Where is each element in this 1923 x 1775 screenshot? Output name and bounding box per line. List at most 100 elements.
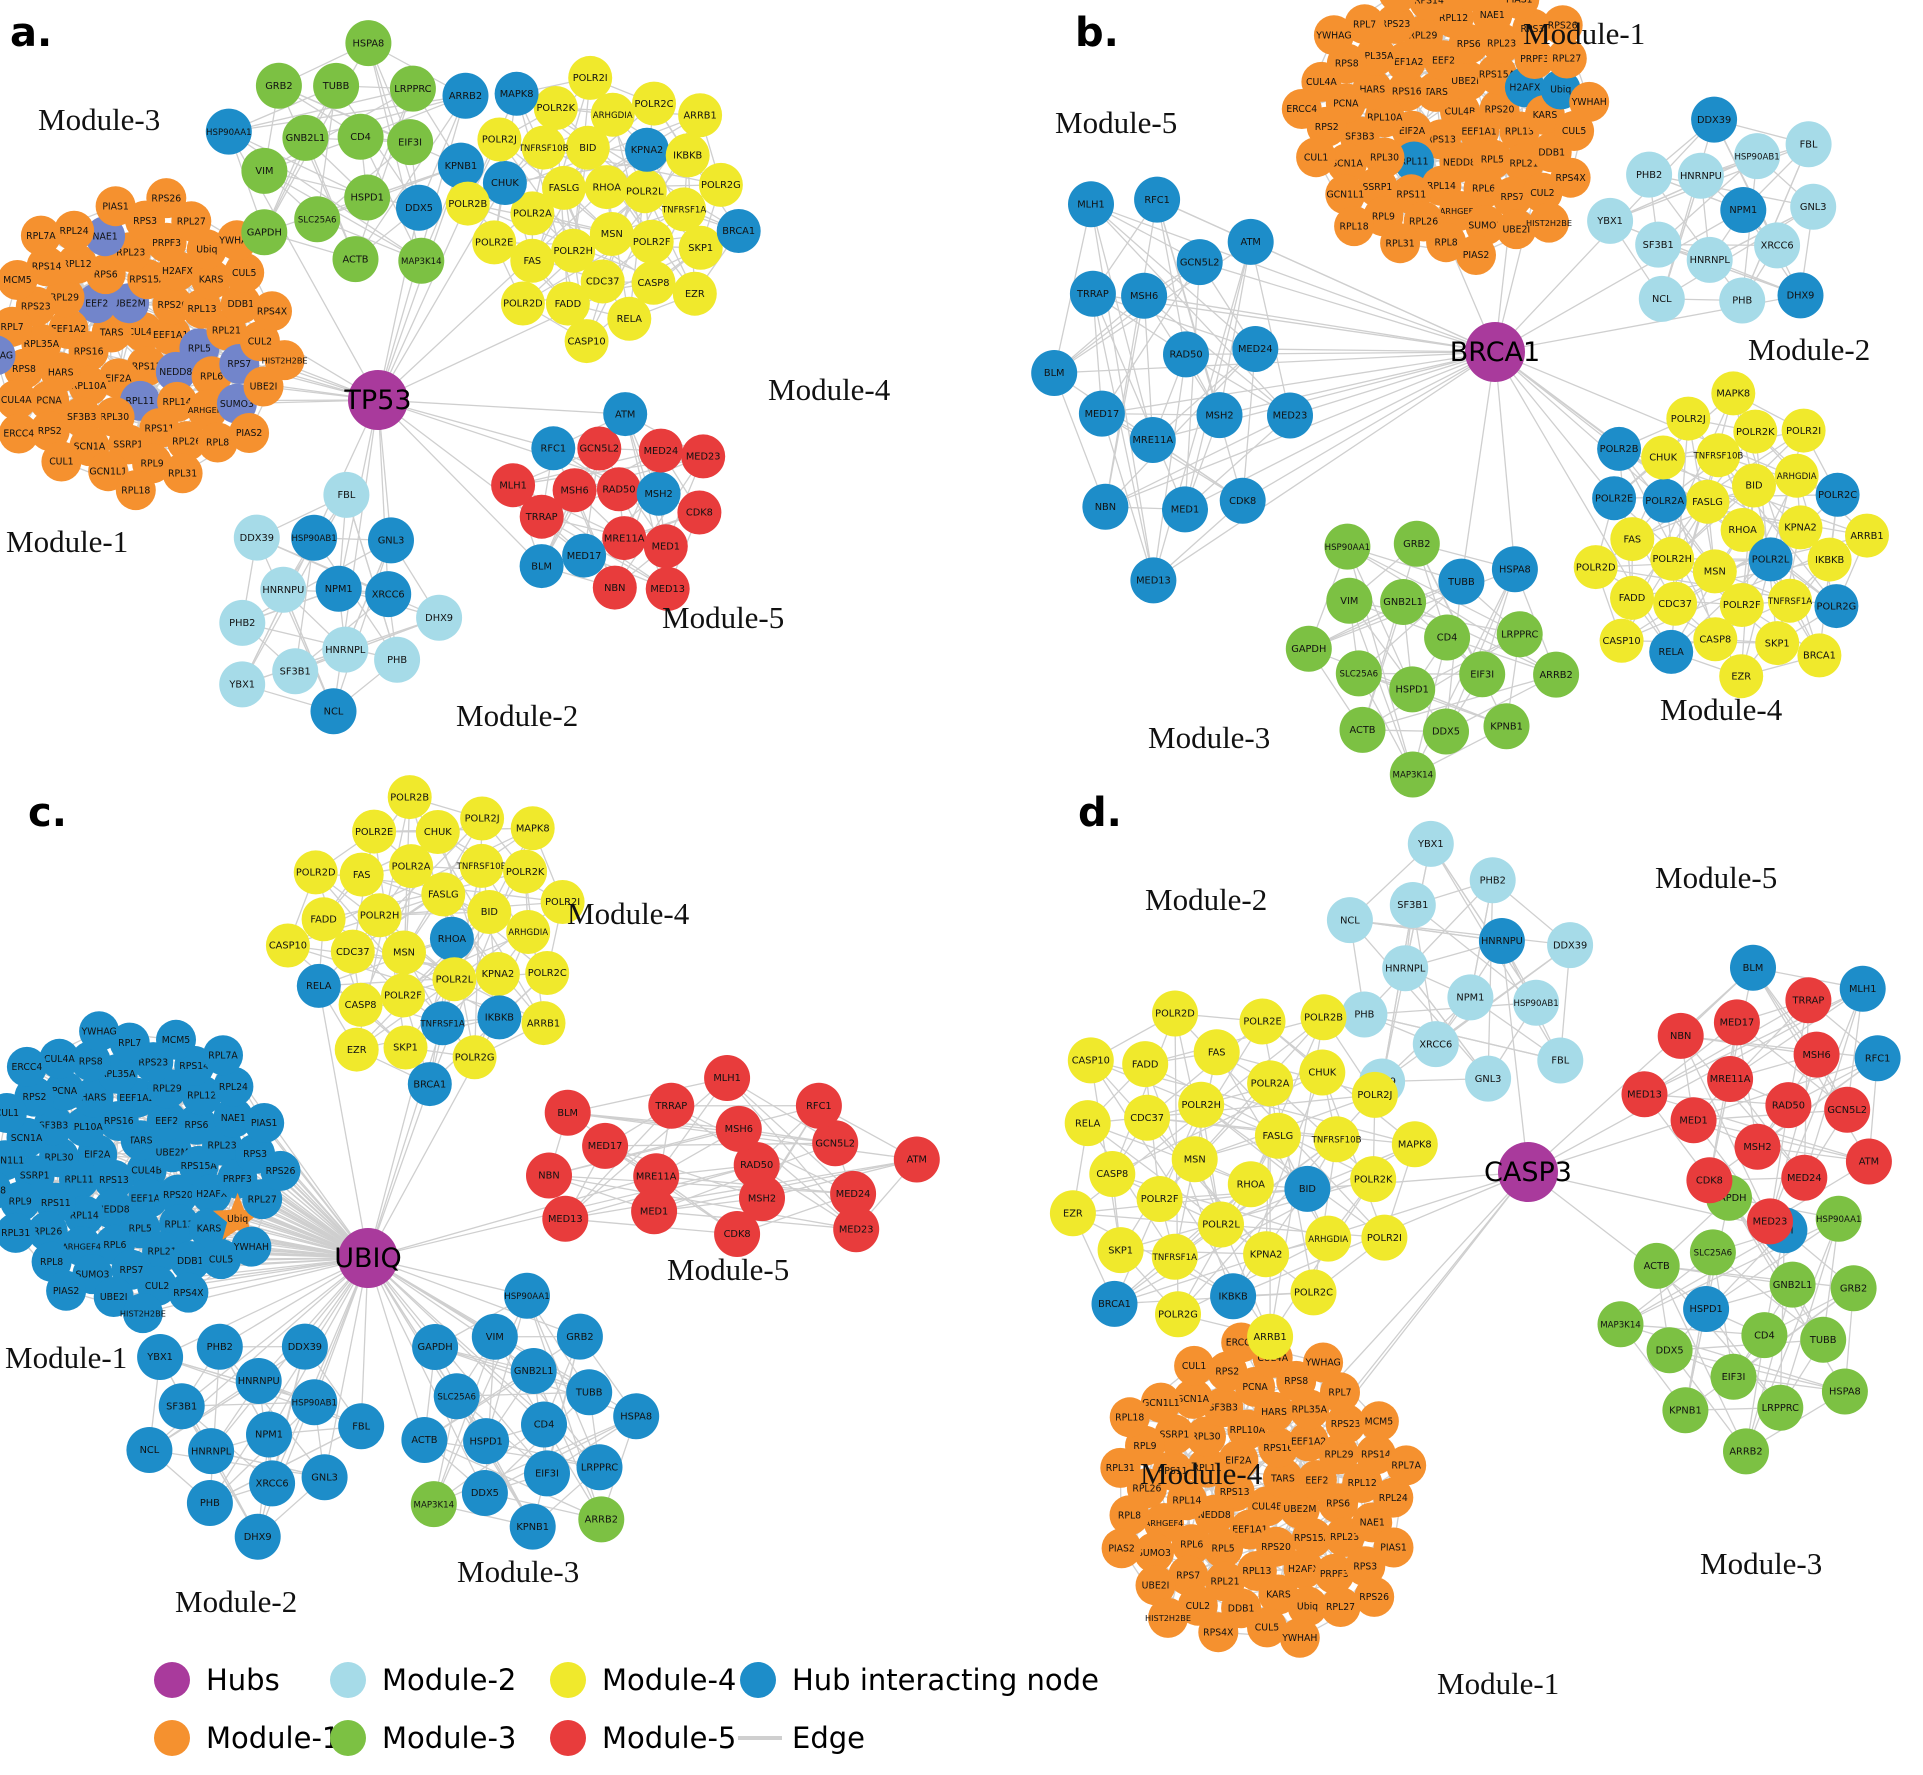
node-label: YWHAG xyxy=(1304,1358,1340,1369)
node-label: POLR2E xyxy=(355,827,393,838)
node-PIAS1: PIAS1 xyxy=(1499,0,1540,20)
node-label: RPL21 xyxy=(1509,158,1538,169)
node-label: POLR2I xyxy=(1367,1233,1402,1244)
node-label: BID xyxy=(1745,481,1762,492)
node-label: RPS15A xyxy=(181,1161,218,1172)
node-LRPPRC: LRPPRC xyxy=(1757,1384,1804,1431)
node-CD4: CD4 xyxy=(337,113,384,160)
node-ATM: ATM xyxy=(893,1136,940,1183)
node-RELA: RELA xyxy=(1649,629,1694,674)
node-label: TRRAP xyxy=(1076,289,1109,300)
node-RPL31: RPL31 xyxy=(0,1212,36,1253)
node-POLR2C: POLR2C xyxy=(632,81,676,126)
node-label: RPS14 xyxy=(179,1061,209,1072)
node-DDX39: DDX39 xyxy=(1691,96,1738,143)
node-MCM5: MCM5 xyxy=(156,1019,196,1060)
node-RPS15A: RPS15A xyxy=(1292,1517,1332,1558)
node-label: RPS26 xyxy=(151,193,181,204)
node-CASP8: CASP8 xyxy=(1693,617,1738,662)
node-CD4: CD4 xyxy=(521,1401,567,1448)
node-label: CUL1 xyxy=(49,457,73,468)
module-label-b-module-4: Module-4 xyxy=(1660,692,1783,727)
node-label: RPL7A xyxy=(208,1050,238,1061)
node-label: RPS26 xyxy=(1548,20,1578,31)
node-RPL27: RPL27 xyxy=(1546,38,1587,79)
node-DDX5: DDX5 xyxy=(1423,708,1469,755)
node-label: SKP1 xyxy=(1765,638,1790,649)
node-ARRB1: ARRB1 xyxy=(1247,1313,1294,1360)
node-POLR2G: POLR2G xyxy=(1155,1291,1201,1338)
node-label: SCN1A xyxy=(1177,1394,1209,1405)
node-CUL1: CUL1 xyxy=(1174,1345,1215,1386)
node-BRCA1: BRCA1 xyxy=(716,209,761,253)
node-label: HNRNPU xyxy=(238,1376,280,1387)
node-POLR2A: POLR2A xyxy=(510,191,555,236)
node-HIST2H2BE: HIST2H2BE xyxy=(1526,202,1572,243)
node-label: RPL21 xyxy=(148,1247,177,1258)
node-label: HNRNPU xyxy=(1680,171,1722,182)
node-label: ACTB xyxy=(342,254,368,265)
node-label: POLR2A xyxy=(392,861,431,872)
node-label: MLH1 xyxy=(1077,200,1105,211)
hub-node-BRCA1: BRCA1 xyxy=(1450,322,1540,382)
node-DHX9: DHX9 xyxy=(234,1513,281,1560)
node-label: KARS xyxy=(1533,110,1558,121)
node-MCM5: MCM5 xyxy=(1358,1401,1399,1442)
node-FAS: FAS xyxy=(1193,1029,1240,1076)
node-MSH2: MSH2 xyxy=(636,471,681,516)
node-TNFRSF10B: TNFRSF10B xyxy=(1311,1116,1362,1163)
node-TNFRSF10B: TNFRSF10B xyxy=(456,843,507,888)
node-label: MSN xyxy=(1184,1154,1206,1165)
node-SF3B1: SF3B1 xyxy=(1389,882,1436,928)
node-label: GNL3 xyxy=(1475,1074,1502,1085)
node-label: BID xyxy=(481,907,498,918)
node-label: ARHGEF4 xyxy=(62,1241,101,1251)
node-LRPPRC: LRPPRC xyxy=(1496,611,1543,658)
node-label: POLR2H xyxy=(360,911,399,922)
node-label: RPS23 xyxy=(21,302,51,313)
node-label: RPL31 xyxy=(1,1228,30,1239)
node-RPL18: RPL18 xyxy=(0,1172,12,1209)
node-RELA: RELA xyxy=(1064,1100,1111,1147)
node-label: CUL2 xyxy=(1530,188,1554,199)
node-PRPF3: PRPF3 xyxy=(1314,1553,1355,1594)
node-label: MAP3K14 xyxy=(414,1500,455,1510)
node-SKP1: SKP1 xyxy=(678,225,723,270)
node-label: POLR2G xyxy=(1158,1309,1198,1320)
node-GCN1L1: GCN1L1 xyxy=(0,1140,26,1181)
node-label: FASLG xyxy=(428,890,459,901)
module-label-c-module-1: Module-1 xyxy=(5,1340,127,1375)
node-POLR2J: POLR2J xyxy=(1666,396,1711,441)
node-POLR2A: POLR2A xyxy=(1642,478,1687,523)
node-label: RPS4X xyxy=(173,1288,204,1299)
node-label: TNFRSF10B xyxy=(1692,451,1743,461)
node-label: TNFRSF10B xyxy=(1311,1135,1362,1145)
node-label: EIF3I xyxy=(535,1469,559,1480)
node-label: CUL4B xyxy=(1445,106,1476,117)
node-POLR2B: POLR2B xyxy=(387,775,432,820)
node-label: MSH6 xyxy=(1802,1050,1830,1061)
node-RFC1: RFC1 xyxy=(795,1082,842,1129)
node-label: GCN1L1 xyxy=(1326,190,1364,201)
node-label: EEF2 xyxy=(1432,55,1455,66)
node-POLR2C: POLR2C xyxy=(1815,472,1860,517)
node-CDK8: CDK8 xyxy=(714,1211,761,1257)
node-label: NBN xyxy=(1670,1031,1691,1042)
node-NBN: NBN xyxy=(1657,1012,1704,1059)
node-label: KPNA2 xyxy=(631,145,664,156)
node-MED1: MED1 xyxy=(1162,486,1208,533)
node-label: BLM xyxy=(531,561,552,572)
node-label: RPS6 xyxy=(1326,1498,1350,1509)
node-label: BLM xyxy=(1044,368,1065,379)
node-RPL27: RPL27 xyxy=(1320,1587,1361,1627)
node-label: EZR xyxy=(347,1045,367,1056)
node-NBN: NBN xyxy=(526,1152,572,1199)
node-SLC25A6: SLC25A6 xyxy=(1335,650,1382,697)
node-DHX9: DHX9 xyxy=(416,594,463,641)
node-label: RPS6 xyxy=(94,269,118,280)
node-label: GCN5L2 xyxy=(1827,1105,1867,1116)
node-label: POLR2I xyxy=(545,897,580,908)
node-MCM5: MCM5 xyxy=(0,260,38,300)
node-PCNA: PCNA xyxy=(29,380,70,421)
node-BLM: BLM xyxy=(1031,350,1078,396)
